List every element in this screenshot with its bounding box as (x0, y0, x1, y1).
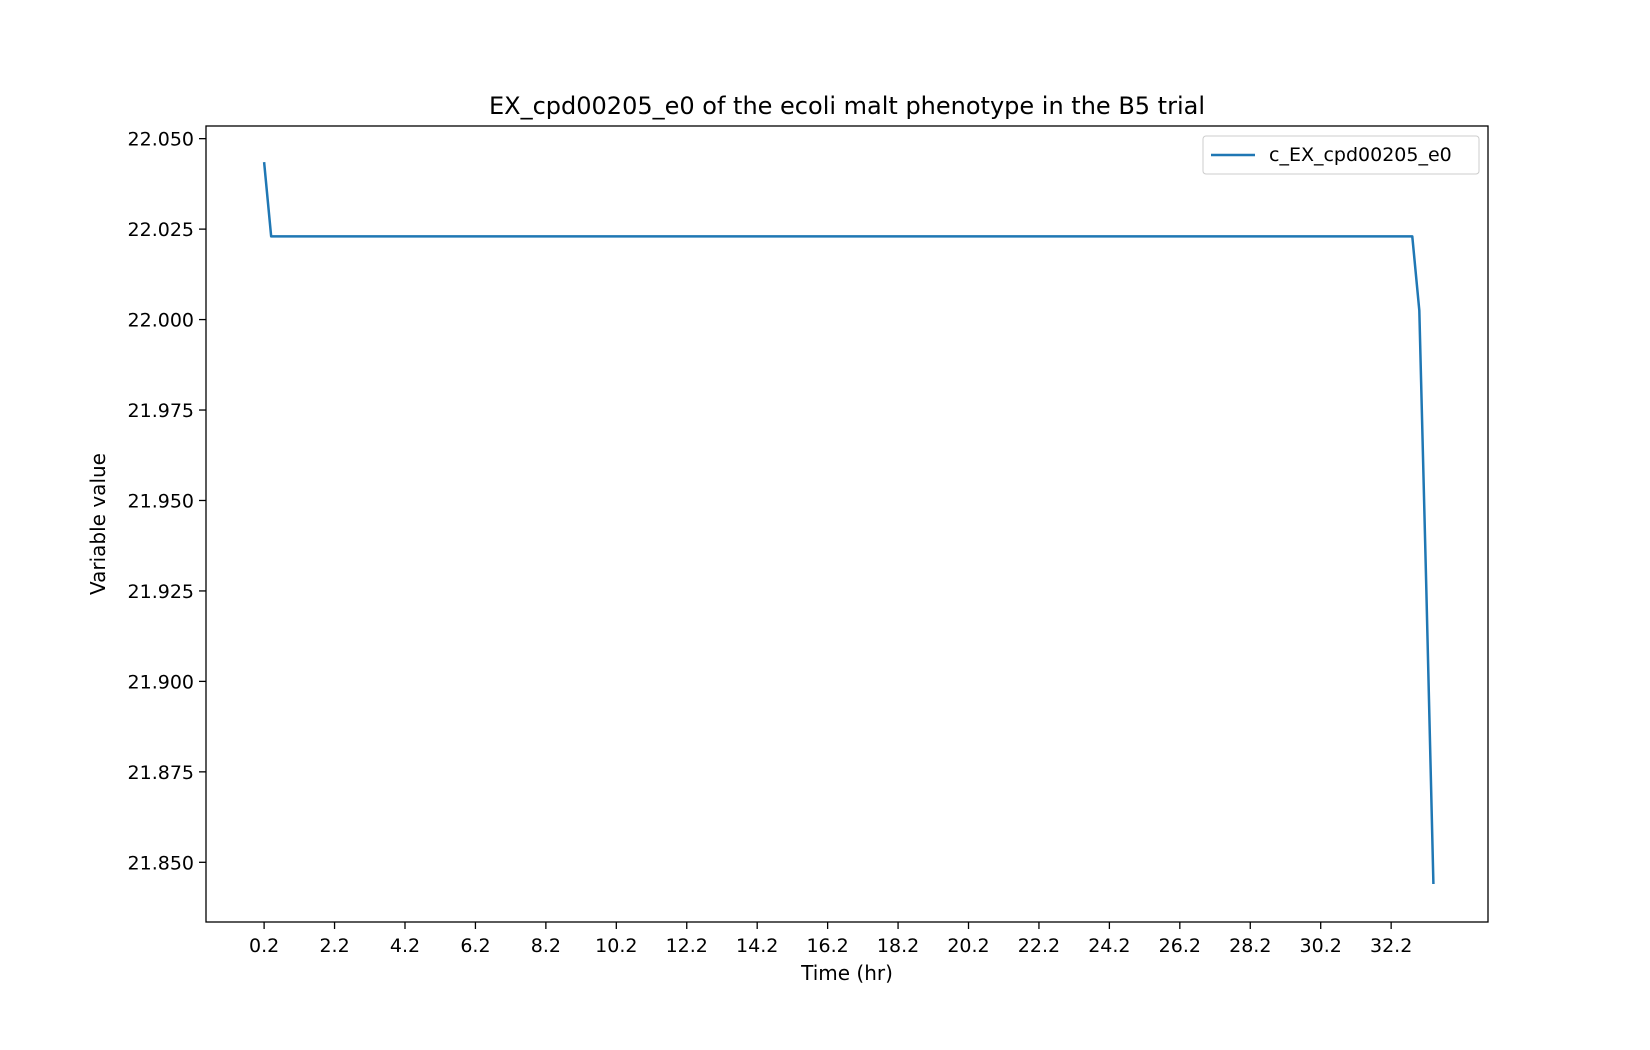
y-axis-label: Variable value (86, 453, 110, 595)
series-layer (262, 162, 1435, 885)
legend-box (1202, 135, 1480, 175)
y-tick-label: 22.050 (128, 129, 194, 151)
x-tick-label: 30.2 (1300, 935, 1342, 957)
x-tick-label: 2.2 (319, 935, 349, 957)
x-tick-label: 0.2 (249, 935, 279, 957)
x-tick-label: 10.2 (595, 935, 637, 957)
y-tick-label: 22.000 (128, 310, 194, 332)
legend-label: c_EX_cpd00205_e0 (1269, 144, 1452, 166)
y-tick-label: 21.925 (128, 581, 194, 603)
plot-area (205, 125, 1489, 923)
x-tick-label: 8.2 (531, 935, 561, 957)
x-tick-label: 22.2 (1018, 935, 1060, 957)
y-axis: 21.850 21.875 21.900 21.925 21.950 21.975 22.0… (128, 129, 206, 874)
x-tick-label: 32.2 (1370, 935, 1412, 957)
y-tick-label: 21.975 (128, 400, 194, 422)
y-tick-label: 21.875 (128, 762, 194, 784)
y-tick-label: 21.900 (128, 671, 194, 693)
x-tick-label: 14.2 (736, 935, 778, 957)
x-tick-label: 4.2 (390, 935, 420, 957)
y-tick-label: 21.950 (128, 490, 194, 512)
y-tick-label: 22.025 (128, 219, 194, 241)
x-axis-label: Time (hr) (800, 961, 893, 985)
x-tick-label: 12.2 (666, 935, 708, 957)
x-tick-label: 26.2 (1159, 935, 1201, 957)
x-tick-label: 20.2 (947, 935, 989, 957)
legend: c_EX_cpd00205_e0 (1202, 135, 1480, 175)
x-tick-label: 16.2 (806, 935, 848, 957)
plot-frame (205, 125, 1489, 923)
series-line-0 (262, 162, 1435, 885)
x-axis: 0.2 2.2 4.2 6.2 8.2 10.2 12.2 14.2 16.2 18.2 20.2 2… (249, 922, 1412, 957)
y-tick-label: 21.850 (128, 852, 194, 874)
x-tick-label: 28.2 (1229, 935, 1271, 957)
x-tick-label: 18.2 (877, 935, 919, 957)
x-tick-label: 6.2 (460, 935, 490, 957)
chart-title: EX_cpd00205_e0 of the ecoli malt phenoty… (489, 92, 1205, 120)
x-tick-label: 24.2 (1088, 935, 1130, 957)
